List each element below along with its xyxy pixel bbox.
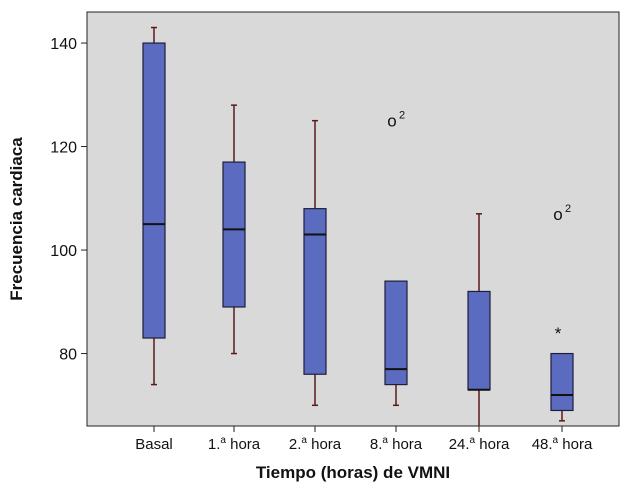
x-tick-label: 1.a hora <box>208 435 261 453</box>
outlier-marker: o <box>387 112 396 131</box>
iqr-box <box>550 352 574 412</box>
box-group <box>303 119 327 407</box>
iqr-box <box>222 161 246 308</box>
x-tick-label: 24.a hora <box>449 435 510 453</box>
x-axis: Basal 1.a hora 2.a hora 8.a hora 24.a hora 48… <box>135 426 593 453</box>
outlier-marker: o <box>553 205 562 224</box>
y-tick-label: 80 <box>59 347 77 364</box>
box-group <box>550 352 574 422</box>
iqr-box <box>467 290 491 391</box>
x-tick-label: 2.a hora <box>289 435 342 453</box>
y-tick-label: 120 <box>50 140 77 157</box>
outliers: o 2o 2* <box>387 110 571 343</box>
boxes <box>142 26 574 426</box>
iqr-box <box>303 208 327 375</box>
plot-area <box>86 11 620 427</box>
x-axis-title: Tiempo (horas) de VMNI <box>256 463 450 482</box>
y-axis-title: Frecuencia cardiaca <box>7 137 26 301</box>
x-tick-label: 8.a hora <box>370 435 423 453</box>
outlier-marker: * <box>555 324 562 343</box>
outlier-label: 2 <box>565 203 571 215</box>
x-tick-label: Basal <box>135 436 173 453</box>
box-group <box>222 104 246 355</box>
iqr-box <box>142 42 166 339</box>
outlier-label: 2 <box>399 110 405 122</box>
x-tick-label: 48.a hora <box>532 435 593 453</box>
box-group <box>384 280 408 407</box>
iqr-box <box>384 280 408 386</box>
y-tick-label: 140 <box>50 36 77 53</box>
y-tick-label: 100 <box>50 243 77 260</box>
box-group <box>142 26 166 386</box>
box-group <box>467 213 491 426</box>
y-axis: 80 100 120 140 <box>50 36 87 364</box>
